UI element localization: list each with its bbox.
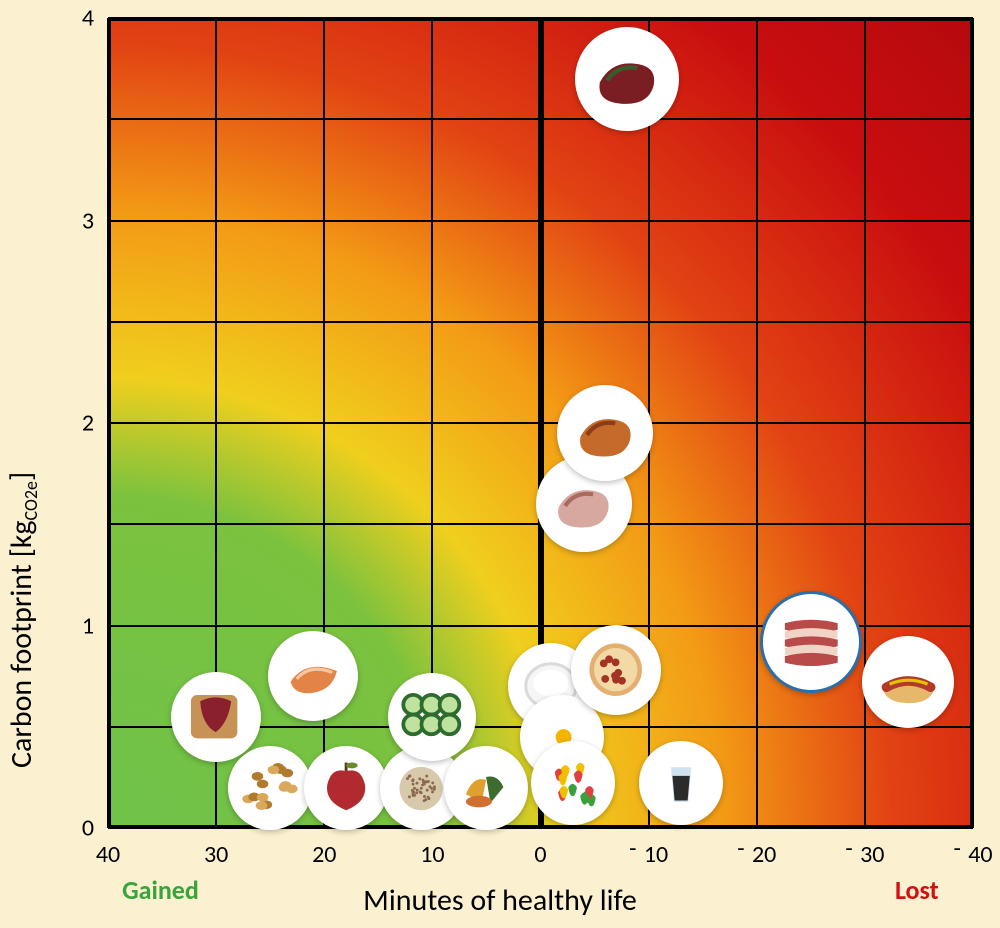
x-tick: 40 [96,840,120,869]
y-tick: 4 [82,4,94,33]
point-salmon [268,631,358,721]
data-points [108,18,973,828]
x-axis-label: Minutes of healthy life [363,882,637,919]
y-axis-label: Carbon footprint [kgCO2e] [3,472,40,768]
point-hotdog [862,636,954,728]
point-breaded-meat [557,385,653,481]
x-tick: 10 [420,840,444,869]
y-tick: 2 [82,409,94,438]
point-roast-veg [444,746,528,830]
point-beef-steak [575,27,679,131]
y-tick: 3 [82,206,94,235]
x-tick: - 10 [629,840,668,869]
y-tick: 0 [82,814,94,843]
point-cucumber [388,673,476,761]
x-tick: 30 [204,840,228,869]
point-pizza [571,625,661,715]
plot-area [108,18,973,828]
x-sublabel-gained: Gained [122,874,199,906]
x-tick: 0 [534,840,546,869]
point-soda [639,741,723,825]
point-peanuts [228,746,312,830]
point-bacon [760,591,862,693]
x-tick: 20 [312,840,336,869]
y-tick: 1 [82,611,94,640]
x-tick: - 40 [953,840,992,869]
point-pbj-toast [171,672,261,762]
point-gummies [531,741,615,825]
chart [108,18,973,828]
x-sublabel-lost: Lost [895,874,939,906]
x-tick: - 30 [845,840,884,869]
point-apple [304,746,388,830]
x-tick: - 20 [737,840,776,869]
